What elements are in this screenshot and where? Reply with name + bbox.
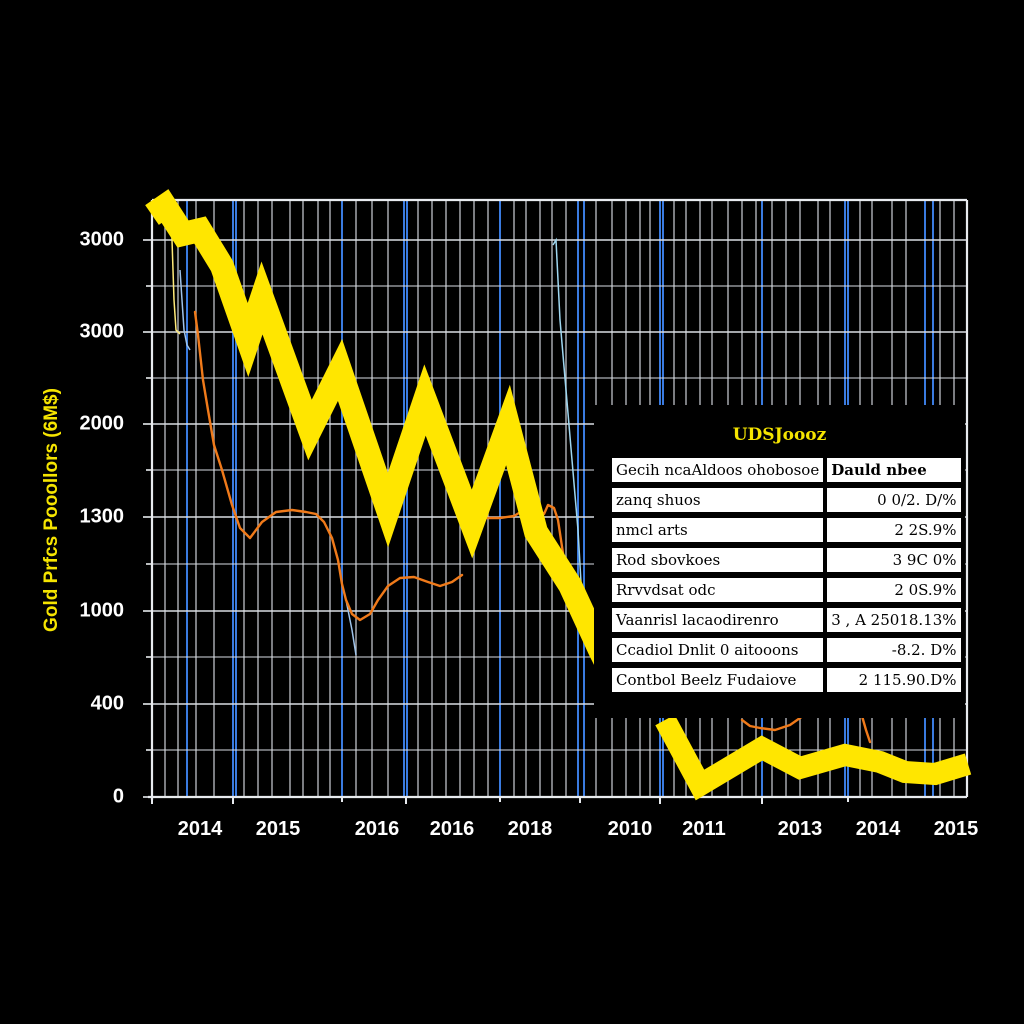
- legend-row-value: 0 0/2. D/%: [827, 488, 961, 512]
- legend-row-value: 2 115.90.D%: [827, 668, 961, 692]
- legend-row-value: -8.2. D%: [827, 638, 961, 662]
- legend-row-name: Contbol Beelz Fudaiove: [612, 668, 828, 692]
- legend-header-name: Gecih ncaAldoos ohobosoe: [612, 458, 828, 482]
- legend-header-value: Dauld nbee: [827, 458, 961, 482]
- legend-header-row: Gecih ncaAldoos ohobosoe Dauld nbee: [612, 458, 961, 482]
- x-tick-label: 2015: [933, 818, 979, 840]
- legend-row-name: zanq shuos: [612, 488, 828, 512]
- legend-row: zanq shuos 0 0/2. D/%: [612, 488, 961, 512]
- legend-row-name: Ccadiol Dnlit 0 aitooons: [612, 638, 828, 662]
- legend-row-value: 2 0S.9%: [827, 578, 961, 602]
- x-tick-label: 2013: [777, 818, 823, 840]
- legend-row-name: Rod sbovkoes: [612, 548, 828, 572]
- y-tick-label: 0: [112, 785, 124, 808]
- legend-row: Ccadiol Dnlit 0 aitooons -8.2. D%: [612, 638, 961, 662]
- legend-row-name: nmcl arts: [612, 518, 828, 542]
- axes-frame: [148, 198, 969, 800]
- main-series-line: [145, 189, 631, 696]
- y-tick-label: 3000: [79, 228, 125, 251]
- legend-table: Gecih ncaAldoos ohobosoe Dauld nbee zanq…: [612, 452, 961, 698]
- y-tick-label: 400: [90, 692, 124, 715]
- legend-row-value: 3 , A 25018.13%: [827, 608, 961, 632]
- x-tick-label: 2016: [429, 818, 475, 840]
- x-tick-label: 2010: [607, 818, 653, 840]
- y-tick-label: 3000: [79, 320, 125, 343]
- x-tick-label: 2015: [255, 818, 301, 840]
- legend-row-value: 3 9C 0%: [827, 548, 961, 572]
- legend-row: Contbol Beelz Fudaiove 2 115.90.D%: [612, 668, 961, 692]
- legend-row-name: Rrvvdsat odc: [612, 578, 828, 602]
- y-tick-label: 1000: [79, 599, 125, 622]
- main-series-line-lower: [655, 714, 972, 801]
- y-tick-label: 2000: [79, 412, 125, 435]
- legend-row: Vaanrisl lacaodirenro 3 , A 25018.13%: [612, 608, 961, 632]
- x-tick-label: 2014: [855, 818, 901, 840]
- x-tick-label: 2011: [682, 818, 726, 840]
- legend-row-value: 2 2S.9%: [827, 518, 961, 542]
- legend-title: UDSJoooz: [732, 425, 827, 445]
- legend-row: Rrvvdsat odc 2 0S.9%: [612, 578, 961, 602]
- y-tick-label: 1300: [79, 505, 125, 528]
- x-tick-label: 2016: [354, 818, 400, 840]
- x-tick-label: 2018: [507, 818, 553, 840]
- legend-row: Rod sbovkoes 3 9C 0%: [612, 548, 961, 572]
- legend-row: nmcl arts 2 2S.9%: [612, 518, 961, 542]
- x-axis-ticks: [151, 797, 849, 804]
- legend-table-box: UDSJoooz Gecih ncaAldoos ohobosoe Dauld …: [594, 405, 965, 718]
- y-axis-label: Gold Prfcs Pooollors (6M$): [41, 388, 62, 632]
- x-tick-label: 2014: [177, 818, 223, 840]
- legend-row-name: Vaanrisl lacaodirenro: [612, 608, 828, 632]
- y-axis-ticks: [143, 239, 152, 798]
